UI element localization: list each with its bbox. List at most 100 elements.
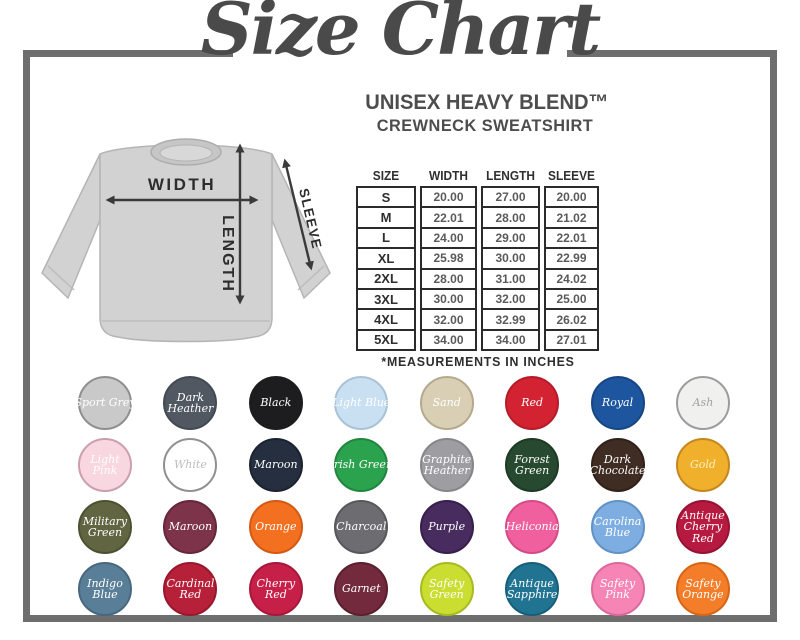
color-swatch-royal: Royal [590,376,645,430]
color-name: Safety [429,576,465,590]
color-name: Maroon [254,458,298,472]
table-cell: 24.00 [422,229,475,250]
frame-title-gap [233,44,567,64]
color-name: Red [521,396,544,410]
column-header: SLEEVE [548,169,595,183]
table-cell: 32.99 [483,310,538,331]
swatch-row: Sport Grey Dark Heather Black Light Blue Sand… [74,376,730,430]
color-swatch-maroon: Maroon [163,500,218,554]
column-header: LENGTH [486,169,535,183]
color-name: Blue [92,588,118,601]
table-cell: 25.98 [422,249,475,270]
color-swatch-dark-heather: Dark Heather [163,376,218,430]
color-name: Antique [681,509,725,523]
table-cell: 32.00 [422,310,475,331]
color-name: Green [429,588,464,601]
column-header: SIZE [372,169,400,183]
color-name: Charcoal [336,520,387,534]
color-swatch-sand: Sand [419,376,474,430]
table-cell: 24.02 [546,270,597,290]
color-name: Red [264,588,287,601]
color-swatch-maroon: Maroon [248,438,303,492]
color-name: Pink [605,588,630,601]
table-column-width: WIDTH 20.00 22.01 24.00 25.98 28.00 30.00 32.00… [420,169,477,352]
width-label: WIDTH [148,175,216,194]
color-swatch-light-blue: Light Blue [332,376,391,430]
table-cell: 30.00 [483,249,538,270]
color-name: Cardinal [166,576,215,590]
color-name: Sand [432,396,461,410]
table-cell: 22.01 [422,208,475,229]
table-cell: L [358,229,414,250]
color-swatch-safety-orange: Safety Orange [675,562,730,616]
color-swatch-military-green: Military Green [78,500,132,554]
color-swatch-white: White [163,438,218,492]
color-name: Garnet [341,582,381,596]
table-cell: 29.00 [483,229,538,250]
color-name: Maroon [168,520,213,534]
color-swatch-antique-cherry-red: Antique Cherry Red [675,500,730,554]
table-cell: 26.02 [546,310,597,331]
column-header: WIDTH [429,169,468,183]
table-cell: 22.99 [546,249,597,270]
table-cell: 2XL [358,270,414,290]
table-column-length: LENGTH 27.00 28.00 29.00 30.00 31.00 32.00 32.9… [481,169,540,352]
color-swatch-cherry-red: Cherry Red [248,562,303,616]
color-name: Irish Green [329,458,394,472]
color-swatch-black: Black [248,376,303,430]
color-swatch-cardinal-red: Cardinal Red [163,562,218,616]
color-swatch-gold: Gold [675,438,730,492]
measurements-note: *MEASUREMENTS IN INCHES [381,354,575,369]
table-cell: 20.00 [546,188,597,209]
color-name: Red [692,531,714,545]
color-name: Heather [423,464,470,477]
color-swatch-antique-sapphire: Antique Sapphire [505,562,560,616]
color-swatch-safety-pink: Safety Pink [590,562,645,616]
color-name: Blue [604,526,631,539]
color-name: Graphite [422,452,472,466]
product-name: UNISEX HEAVY BLEND™ [365,91,609,114]
size-table: SIZE S M L XL 2XL 3XL 4XL 5XL WIDTH 20.00 22.01 24.0… [356,169,599,352]
table-cell: 4XL [358,310,414,331]
color-name: Light [90,452,120,466]
color-swatch-sport-grey: Sport Grey [74,376,136,430]
sleeve-arrow [282,158,314,271]
color-name: Gold [689,458,716,472]
color-name: Cherry [683,520,723,534]
color-swatch-dark-chocolate: Dark Chocolate [589,438,646,492]
color-swatch-light-pink: Light Pink [78,438,132,492]
sweatshirt-diagram: WIDTH LENGTH SLEEVE [41,138,331,343]
color-name: Black [260,396,292,410]
table-cell: 21.02 [546,208,597,229]
color-name: Carolina [593,514,642,528]
color-swatch-graphite-heather: Graphite Heather [419,438,474,492]
table-cell: S [358,188,414,209]
table-cell: 28.00 [422,270,475,290]
table-cell: 32.00 [483,290,538,311]
table-cell: 34.00 [433,332,464,347]
color-name: Orange [682,588,724,601]
color-swatch-orange: Orange [248,500,303,554]
left-sleeve [41,153,101,300]
table-cell: XL [358,249,414,270]
table-cell: 22.01 [546,229,597,250]
color-name: Dark [176,390,205,404]
color-swatch-ash: Ash [675,376,730,430]
swatch-row: Light Pink White Maroon Irish Green Graphite H… [78,438,730,492]
table-column-sleeve: SLEEVE 20.00 21.02 22.01 22.99 24.02 25.00 26.0… [544,169,599,352]
table-column-size: SIZE S M L XL 2XL 3XL 4XL 5XL [356,169,416,352]
color-swatch-irish-green: Irish Green [330,438,393,492]
color-name: Cherry [256,576,296,590]
color-name: Sport Grey [74,396,136,410]
color-name: Light Blue [332,396,391,410]
color-name: Royal [601,396,634,410]
color-swatch-indigo-blue: Indigo Blue [78,562,132,616]
color-name: Green [87,526,123,539]
color-swatch-safety-green: Safety Green [419,562,474,616]
color-name: Pink [92,464,118,477]
color-name: Red [179,588,202,601]
color-swatch-charcoal: Charcoal [334,500,389,554]
table-cell: 30.00 [422,290,475,311]
color-name: Safety [599,576,636,590]
color-name: Chocolate [589,464,646,477]
